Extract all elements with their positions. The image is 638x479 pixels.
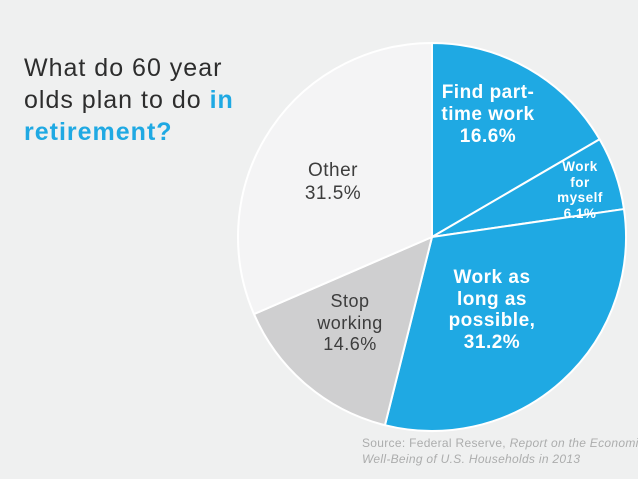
title-line3-accent: retirement? — [24, 118, 173, 146]
page-title: What do 60 year olds plan to do in retir… — [24, 52, 274, 148]
source-prefix: Source: Federal Reserve, — [362, 436, 510, 450]
pie-slice-other — [237, 42, 433, 316]
title-line2-dark: olds plan to do — [24, 86, 210, 114]
source-report-title-line2: Well-Being of U.S. Households in 2013 — [362, 451, 581, 466]
source-report-title-line1: Report on the Economic — [509, 436, 638, 450]
title-line1: What do 60 year — [24, 54, 223, 82]
pie-slice-work-as-long-as-possible — [383, 208, 627, 432]
source-citation: Source: Federal Reserve, Report on the E… — [362, 436, 638, 467]
pie-slice-find-part-time-work — [431, 42, 601, 238]
pie-slice-stop-working — [252, 236, 433, 427]
title-line2-accent: in — [209, 86, 234, 114]
